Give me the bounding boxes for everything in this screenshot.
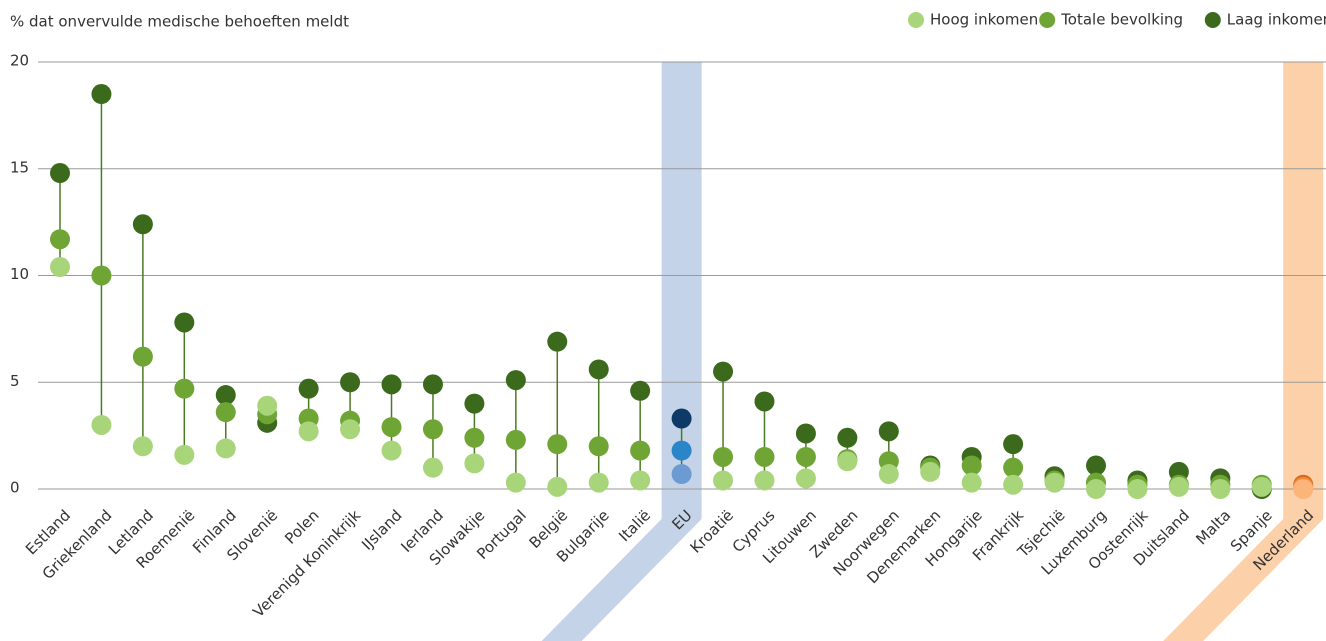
dot [795, 423, 816, 444]
dot [132, 214, 153, 235]
legend-marker [908, 12, 924, 28]
chart-title: % dat onvervulde medische behoeften meld… [10, 13, 349, 31]
dot [754, 446, 775, 467]
dot [1003, 474, 1024, 495]
dot [215, 402, 236, 423]
highlight-band [541, 62, 702, 641]
legend-label: Totale bevolking [1060, 11, 1183, 29]
dot [713, 446, 734, 467]
dot [920, 461, 941, 482]
dot [50, 256, 70, 277]
dot [132, 346, 153, 367]
dot [91, 84, 112, 105]
dot [754, 391, 775, 412]
dot [547, 476, 568, 497]
dot [630, 380, 651, 401]
dot [1003, 434, 1024, 455]
dot [215, 438, 236, 459]
dot [298, 421, 319, 442]
dot [422, 419, 443, 440]
dot [464, 393, 485, 414]
dot [713, 470, 734, 491]
dot [1127, 479, 1148, 499]
y-tick-label: 5 [10, 372, 20, 390]
dot [422, 374, 443, 395]
dot [381, 417, 402, 438]
dot [1086, 479, 1106, 499]
dot [713, 361, 734, 382]
dot [1003, 457, 1024, 478]
dot [464, 427, 485, 448]
legend-marker [1039, 12, 1056, 28]
dot [174, 312, 195, 333]
dot [1251, 476, 1272, 497]
dot [754, 470, 775, 491]
dot [422, 457, 443, 478]
legend-label: Hoog inkomen [930, 11, 1038, 29]
dot [1168, 476, 1189, 497]
dot [630, 440, 651, 461]
y-tick-label: 10 [10, 265, 29, 283]
dot [588, 472, 609, 493]
legend-label: Laag inkomen [1227, 11, 1326, 29]
dot [961, 455, 982, 476]
dot [1210, 479, 1231, 499]
dot [588, 436, 609, 457]
dot [340, 419, 361, 440]
dot [505, 429, 526, 450]
dot [505, 472, 526, 493]
dot [1044, 472, 1065, 493]
dot [547, 331, 568, 352]
dot [174, 444, 195, 465]
dot [298, 378, 319, 399]
dot [505, 370, 526, 391]
dot [795, 446, 816, 467]
dot [1293, 479, 1314, 499]
dot [91, 265, 112, 286]
dot [257, 395, 278, 416]
y-tick-label: 0 [10, 479, 20, 497]
legend-marker [1204, 12, 1221, 28]
dot [50, 229, 70, 250]
dot [795, 468, 816, 489]
dot [215, 385, 236, 406]
dot [50, 163, 70, 184]
dot [381, 374, 402, 395]
dot [837, 451, 858, 472]
y-tick-label: 20 [10, 52, 29, 70]
dot [878, 421, 899, 442]
dot [381, 440, 402, 461]
highlight-band [1163, 62, 1324, 641]
y-tick-label: 15 [10, 158, 29, 176]
dot [671, 464, 692, 485]
dot [671, 440, 692, 461]
dot [174, 378, 195, 399]
dot [547, 434, 568, 455]
dot [1086, 455, 1106, 476]
dot [961, 472, 982, 493]
dot [588, 359, 609, 380]
dot [91, 414, 112, 435]
dot [878, 464, 899, 485]
dot [340, 372, 361, 393]
dot [132, 436, 153, 457]
x-tick-label: IJsland [358, 506, 405, 553]
dot [464, 453, 485, 474]
dot [837, 427, 858, 448]
dot [630, 470, 651, 491]
dot [671, 408, 692, 429]
